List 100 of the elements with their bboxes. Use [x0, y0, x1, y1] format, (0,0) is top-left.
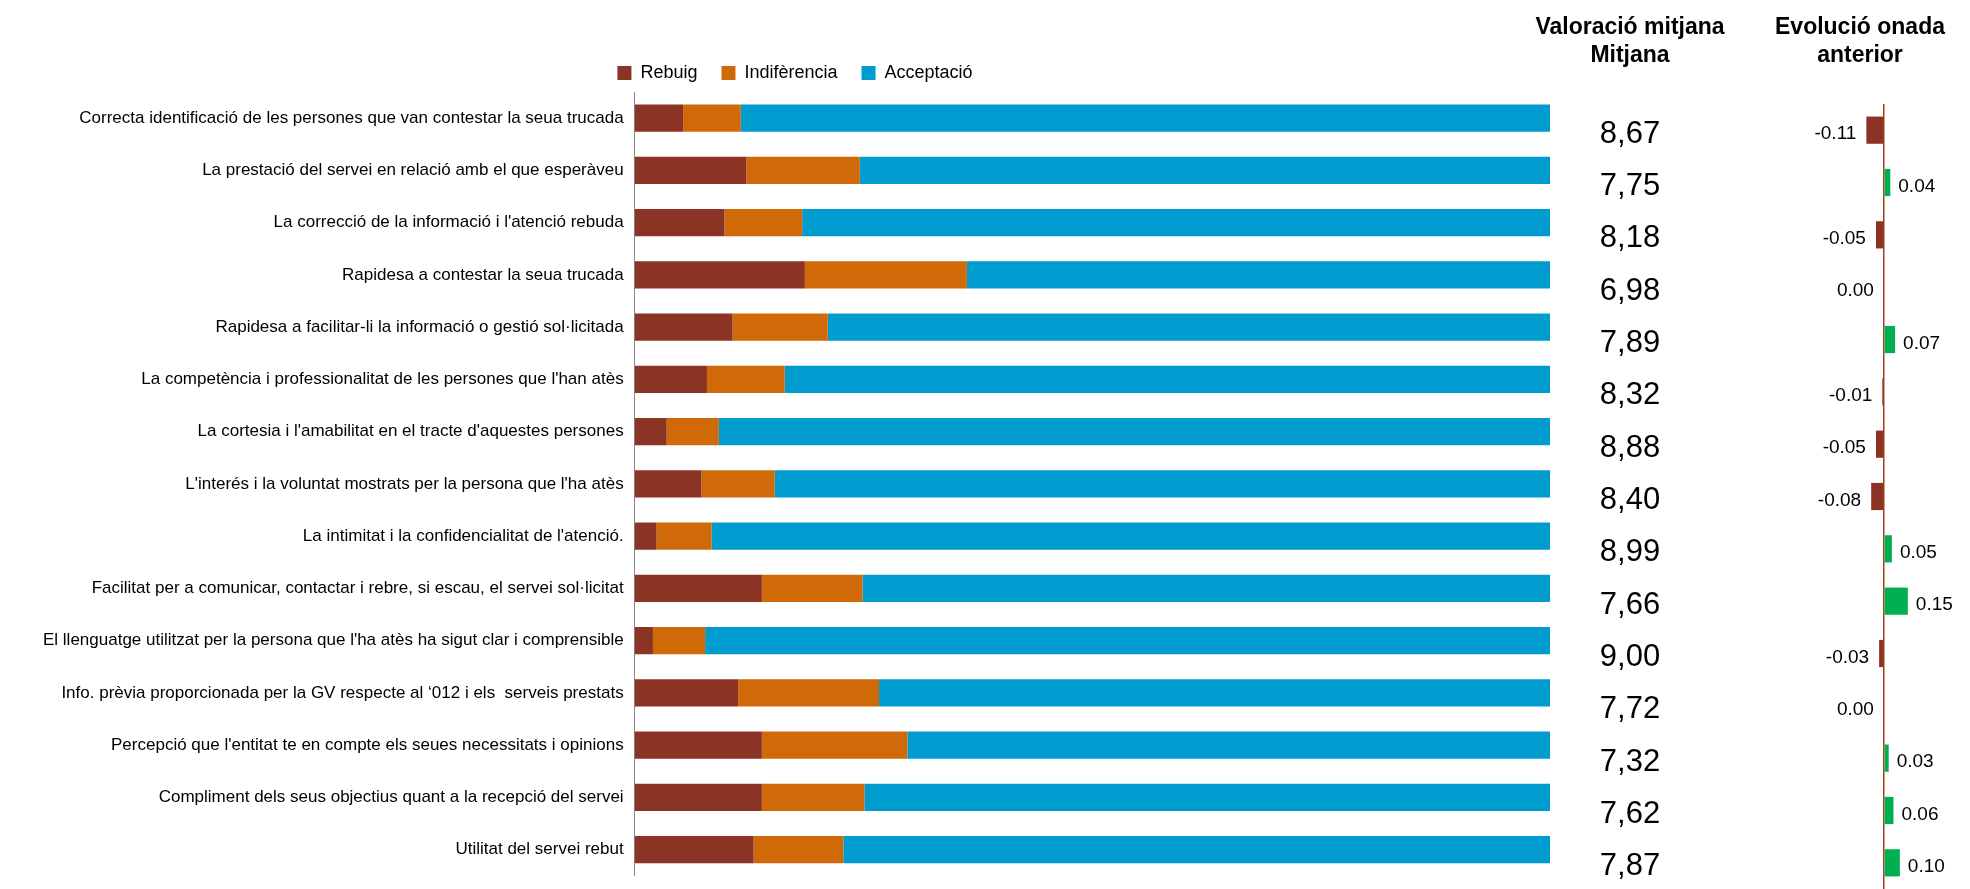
legend-label: Indifèrencia — [744, 61, 839, 82]
data-label: 0.06 — [1901, 802, 1939, 824]
bar — [753, 836, 844, 864]
text: Mitjana — [1590, 41, 1670, 67]
y-tick-label: Utilitat del servei rebut — [455, 839, 624, 859]
bar — [724, 209, 803, 237]
data-label: 0.04 — [1898, 174, 1936, 196]
y-tick-label: Info. prèvia proporcionada per la GV respecte al ‘012 i els serveis prestats — [61, 682, 624, 702]
bar — [966, 261, 1550, 289]
data-label: 8,88 — [1599, 428, 1661, 464]
bar — [1884, 535, 1892, 563]
bar — [774, 470, 1550, 498]
data-label: 8,18 — [1599, 219, 1661, 255]
text: Valoració mitjana — [1535, 13, 1725, 39]
y-tick-label: Compliment dels seus objectius quant a la recepció del servei — [158, 787, 624, 807]
bar — [1884, 849, 1900, 877]
bar — [761, 783, 865, 812]
y-tick-label: Percepció que l'entitat te en compte els seues necessitats i opinions — [111, 734, 624, 754]
bar — [740, 104, 1550, 132]
data-label: 0.15 — [1915, 593, 1953, 615]
data-label: -0.03 — [1825, 645, 1870, 667]
y-tick-label: La competència i professionalitat de les persones que l'han atès — [141, 369, 624, 389]
bar — [859, 156, 1550, 184]
bar — [879, 679, 1550, 707]
data-label: -0.08 — [1817, 488, 1862, 510]
bar — [634, 627, 653, 655]
data-label: 7,87 — [1599, 847, 1661, 883]
data-label: 6,98 — [1599, 271, 1661, 307]
bar — [634, 104, 684, 132]
bar — [862, 574, 1550, 602]
bar — [864, 783, 1550, 812]
bar — [802, 209, 1550, 237]
y-tick-label: La cortesia i l'amabilitat en el tracte d'aquestes persones — [197, 421, 624, 441]
data-label: 7,75 — [1599, 167, 1661, 203]
bar — [634, 836, 754, 864]
data-label: 0.10 — [1907, 855, 1945, 877]
bar — [761, 574, 863, 602]
data-label: 0.07 — [1903, 331, 1941, 353]
bar — [1879, 639, 1884, 668]
bar — [1884, 325, 1896, 354]
bar — [1875, 221, 1884, 249]
data-label: 8,40 — [1599, 481, 1661, 517]
y-tick-label: L'interés i la voluntat mostrats per la persona que l'ha atès — [185, 473, 624, 493]
bar — [634, 731, 762, 759]
bar — [683, 104, 741, 132]
bar — [701, 470, 775, 498]
bar — [1884, 587, 1908, 615]
data-label: 0.03 — [1896, 750, 1934, 772]
bar — [634, 313, 733, 341]
data-label: 8,99 — [1599, 533, 1661, 569]
bar — [634, 574, 762, 602]
bar — [1866, 116, 1884, 144]
data-label: -0.11 — [1814, 122, 1857, 144]
data-label: -0.05 — [1822, 227, 1866, 249]
data-label: -0.05 — [1822, 436, 1866, 458]
data-label: 0.00 — [1836, 279, 1874, 301]
bar — [784, 365, 1550, 393]
bar — [1871, 482, 1884, 511]
bar — [718, 418, 1550, 446]
bar — [706, 365, 785, 393]
bar — [634, 522, 657, 550]
bar — [634, 679, 739, 707]
bar — [634, 470, 702, 498]
data-label: 9,00 — [1599, 638, 1661, 674]
legend-label: Acceptació — [884, 61, 973, 82]
bar — [634, 418, 667, 446]
legend-label: Rebuig — [640, 61, 698, 82]
y-tick-label: La correcció de la informació i l'atenció rebuda — [273, 212, 625, 232]
y-tick-label: Correcta identificació de les persones que van contestar la seua trucada — [79, 107, 625, 127]
y-tick-label: Rapidesa a facilitar-li la informació o gestió sol·licitada — [215, 316, 625, 336]
bar — [634, 261, 805, 289]
bar — [843, 836, 1550, 864]
bar — [634, 783, 762, 812]
bar — [746, 156, 860, 184]
y-tick-label: Rapidesa a contestar la seua trucada — [342, 264, 625, 284]
y-tick-label: El llenguatge utilitzat per la persona que l'ha atès ha sigut clar i comprensible — [43, 630, 624, 650]
data-label: 8,32 — [1599, 376, 1661, 412]
bar — [804, 261, 967, 289]
data-label: 7,89 — [1599, 324, 1661, 360]
y-tick-label: La intimitat i la confidencialitat de l'atenció. — [302, 525, 624, 545]
bar — [907, 731, 1550, 759]
data-label: 7,66 — [1599, 585, 1661, 621]
data-label: 7,72 — [1599, 690, 1661, 726]
data-label: -0.01 — [1829, 384, 1873, 406]
bar — [738, 679, 880, 707]
bar — [652, 627, 706, 655]
bar — [634, 156, 747, 184]
y-tick-label: La prestació del servei en relació amb el que esperàveu — [202, 160, 624, 180]
chart-title: Evolució onada anterior — [1774, 12, 1947, 68]
bar — [1884, 744, 1889, 772]
bar — [732, 313, 828, 341]
bar — [827, 313, 1550, 341]
bar — [711, 522, 1550, 550]
bar — [1884, 796, 1894, 825]
bar — [656, 522, 712, 550]
bar — [705, 627, 1550, 655]
data-label: 8,67 — [1599, 114, 1661, 150]
bar — [634, 209, 725, 237]
data-label: 0.00 — [1836, 698, 1874, 720]
y-tick-label: Facilitat per a comunicar, contactar i rebre, si escau, el servei sol·licitat — [91, 578, 624, 598]
